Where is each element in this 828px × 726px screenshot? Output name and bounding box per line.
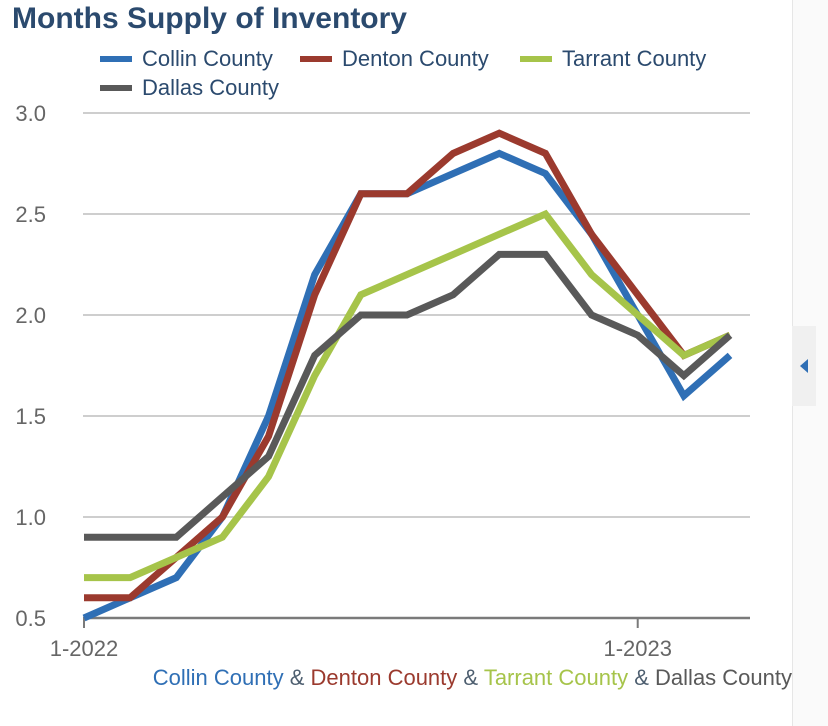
series-line-collin-county [82,149,733,622]
series-line-tarrant-county [84,209,732,582]
series-line-denton-county [84,129,732,602]
legend-item-dallas[interactable]: Dallas County [100,75,279,101]
series-line-dallas-county [84,250,733,541]
y-tick-label: 2.5 [15,202,46,227]
y-tick-label: 1.5 [15,404,46,429]
y-tick-label: 2.0 [15,303,46,328]
chart-footer-series-caption: Collin County & Denton County & Tarrant … [150,662,792,694]
legend-item-collin[interactable]: Collin County [100,46,273,72]
legend-swatch-denton [300,56,332,62]
footer-tarrant: Tarrant County [483,665,629,690]
footer-collin: Collin County [152,665,284,690]
legend-label-collin: Collin County [142,46,273,71]
line-chart: 0.5 1.0 1.5 2.0 2.5 3.0 1-2022 1-2023 [15,101,750,661]
panel-toggle-button[interactable] [792,326,816,406]
legend-swatch-collin [100,56,132,62]
x-tick-label: 1-2023 [603,636,672,661]
legend-swatch-dallas [100,85,132,91]
legend-item-tarrant[interactable]: Tarrant County [520,46,706,72]
footer-separator: & [463,665,479,690]
chart-title: Months Supply of Inventory [12,2,407,35]
y-tick-label: 3.0 [15,101,46,126]
x-tick-label: 1-2022 [50,636,119,661]
footer-separator: & [289,665,305,690]
legend-item-denton[interactable]: Denton County [300,46,489,72]
legend-label-denton: Denton County [342,46,489,71]
legend-label-tarrant: Tarrant County [562,46,707,71]
legend-swatch-tarrant [520,56,552,62]
y-tick-label: 1.0 [15,505,46,530]
footer-separator: & [634,665,649,690]
y-tick-label: 0.5 [15,606,46,631]
legend-label-dallas: Dallas County [142,75,279,100]
footer-dallas: Dallas County [655,665,792,690]
chevron-left-icon [800,359,808,373]
footer-denton: Denton County [310,665,458,690]
